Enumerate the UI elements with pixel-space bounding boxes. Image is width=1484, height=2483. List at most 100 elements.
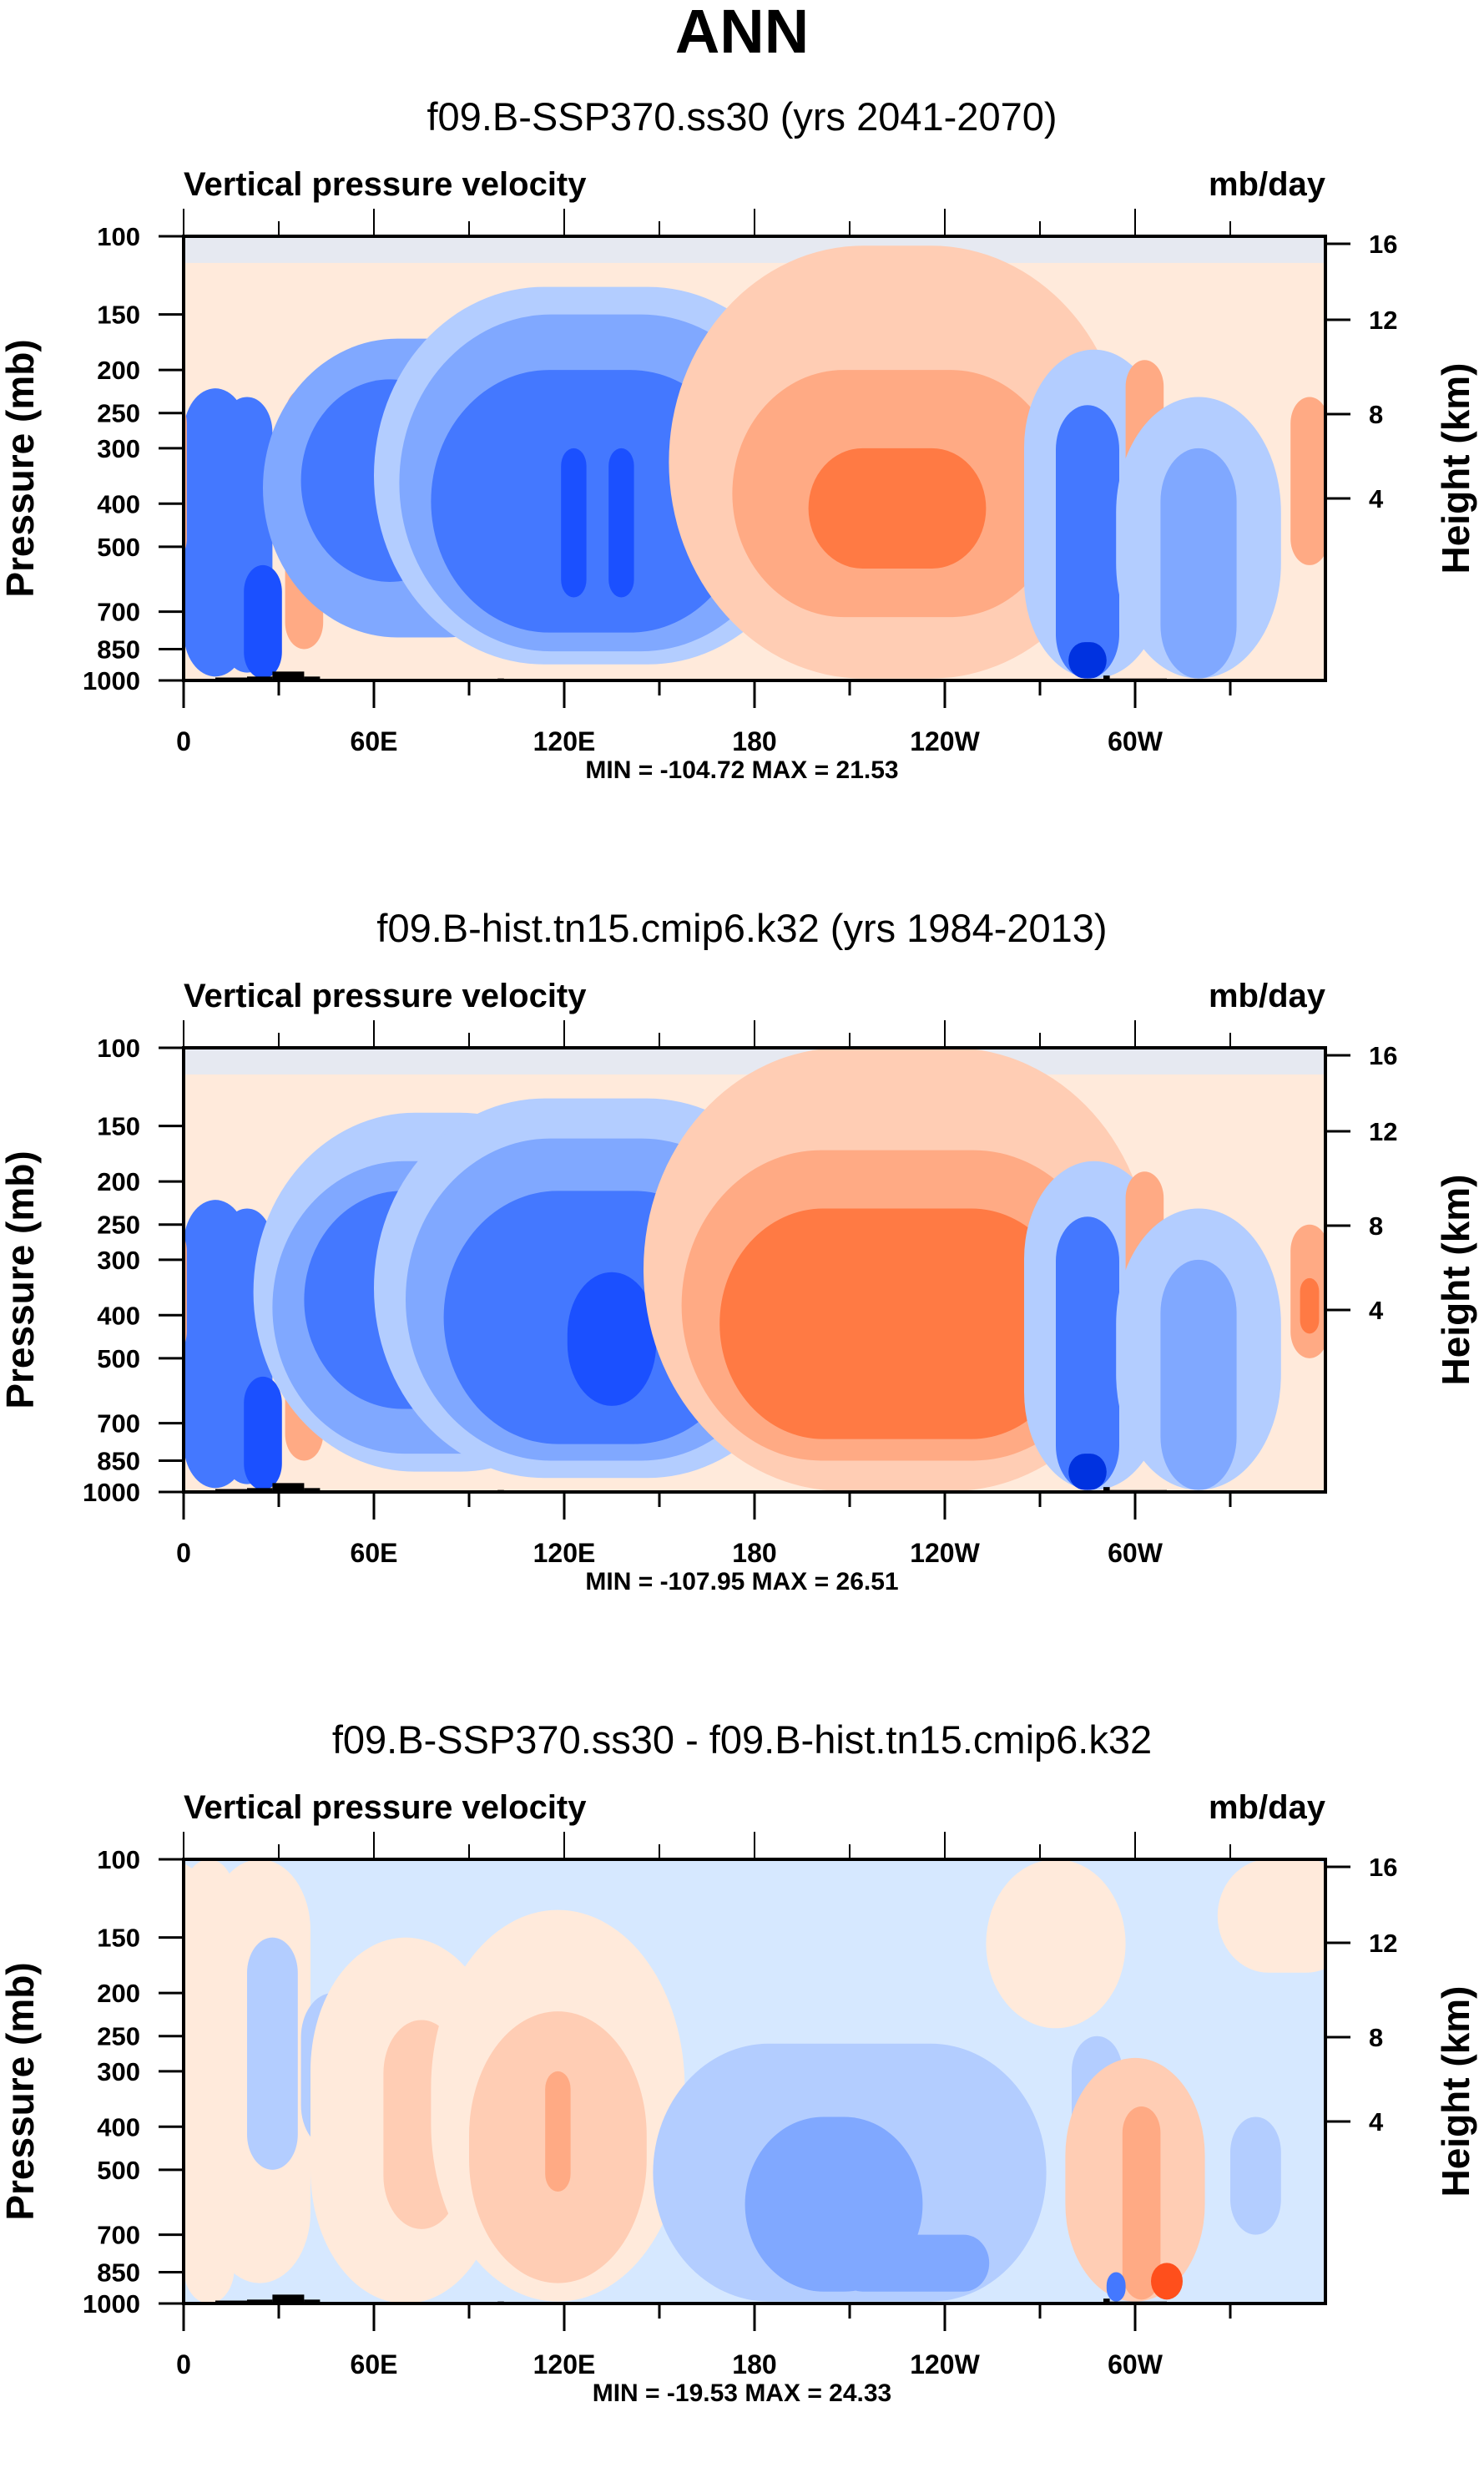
y-tick-label: 500 (97, 533, 140, 562)
y-tick-label: 300 (97, 434, 140, 463)
y-tick-label: 250 (97, 399, 140, 428)
chart-panel-2: f09.B-hist.tn15.cmip6.k32 (yrs 1984-2013… (0, 812, 1484, 1623)
contour-region (808, 448, 987, 569)
y-tick-label: 200 (97, 1979, 140, 2008)
contour-region (1217, 1859, 1325, 1973)
contour-region (1160, 1259, 1237, 1490)
x-tick-label: 180 (732, 2349, 776, 2379)
topography-mask (272, 2294, 305, 2303)
contour-region (1068, 642, 1107, 679)
y-tick-label: 100 (97, 222, 140, 251)
min-max-stats: MIN = -107.95 MAX = 26.51 (585, 1568, 899, 1595)
min-max-stats: MIN = -104.72 MAX = 21.53 (585, 756, 899, 784)
y-tick-label: 850 (97, 635, 140, 664)
y-tick-label: 1000 (83, 2289, 140, 2319)
x-tick-label: 120E (533, 2349, 596, 2379)
height-tick-label: 4 (1369, 484, 1384, 513)
y-tick-label: 400 (97, 1301, 140, 1330)
topography-mask (304, 1488, 321, 1492)
y-tick-label: 500 (97, 1344, 140, 1373)
topography-mask (247, 1488, 273, 1492)
contour-region (608, 448, 634, 598)
contour-plot: 0 60E 120E 180 120W 60W 100 150 200 250 300 400 500 7… (0, 1020, 1477, 1568)
contour-region (1230, 2116, 1281, 2235)
chart-panel-3: f09.B-SSP370.ss30 - f09.B-hist.tn15.cmip… (0, 1623, 1484, 2435)
contour-region (1160, 448, 1237, 679)
contour-region (1106, 2272, 1126, 2302)
field-top-band (184, 1859, 1325, 1886)
contour-region (247, 1937, 298, 2170)
x-tick-label: 0 (176, 2349, 191, 2379)
topography-mask (1103, 1487, 1110, 1492)
x-tick-label: 120W (910, 1538, 980, 1568)
panel-title: f09.B-hist.tn15.cmip6.k32 (yrs 1984-2013… (376, 906, 1108, 950)
y-tick-label: 700 (97, 1409, 140, 1439)
y-tick-label: 100 (97, 1845, 140, 1874)
height-tick-label: 16 (1369, 1853, 1397, 1882)
x-tick-label: 0 (176, 726, 191, 756)
unit-label: mb/day (1208, 978, 1325, 1014)
x-tick-label: 180 (732, 1538, 776, 1568)
right-axis-title: Height (km) (1434, 1175, 1477, 1386)
contour-plot: 0 60E 120E 180 120W 60W 100 150 200 250 300 400 500 7… (0, 209, 1477, 756)
contour-region (1290, 397, 1325, 565)
y-tick-label: 700 (97, 2221, 140, 2250)
x-tick-label: 60W (1108, 2349, 1163, 2379)
height-tick-label: 12 (1369, 306, 1397, 335)
y-tick-label: 700 (97, 598, 140, 627)
contour-region (561, 448, 587, 598)
y-tick-label: 400 (97, 2112, 140, 2142)
panel-title: f09.B-SSP370.ss30 (yrs 2041-2070) (427, 94, 1057, 139)
contour-region (1300, 1277, 1320, 1334)
contour-fill-group (184, 1048, 1325, 1492)
height-tick-label: 4 (1369, 2107, 1384, 2137)
contour-region (1122, 2106, 1161, 2300)
y-tick-label: 100 (97, 1034, 140, 1063)
variable-label: Vertical pressure velocity (184, 978, 587, 1014)
y-tick-label: 300 (97, 1246, 140, 1275)
topography-mask (1103, 2298, 1110, 2303)
topography-mask (272, 1483, 305, 1492)
right-axis-title: Height (km) (1434, 1986, 1477, 2197)
contour-plot: 0 60E 120E 180 120W 60W 100 150 200 250 300 400 500 7… (0, 1832, 1477, 2379)
contour-region (836, 2234, 990, 2292)
topography-mask (247, 676, 273, 680)
y-tick-label: 400 (97, 489, 140, 518)
y-axis-title: Pressure (mb) (0, 1962, 42, 2220)
variable-label: Vertical pressure velocity (184, 1789, 587, 1826)
x-tick-label: 60W (1108, 1538, 1163, 1568)
x-tick-label: 180 (732, 726, 776, 756)
height-tick-label: 8 (1369, 2023, 1383, 2052)
y-tick-label: 850 (97, 2258, 140, 2287)
field-top-band (184, 1048, 1325, 1075)
x-tick-label: 120W (910, 726, 980, 756)
x-tick-label: 60E (351, 2349, 398, 2379)
field-top-band (184, 236, 1325, 263)
contour-fill-group (184, 1859, 1325, 2303)
contour-region (567, 1272, 657, 1406)
contour-region (545, 2071, 571, 2192)
y-tick-label: 1000 (83, 666, 140, 695)
x-tick-label: 120W (910, 2349, 980, 2379)
contour-region (1056, 1216, 1119, 1490)
contour-region (244, 564, 282, 679)
topography-mask (247, 2299, 273, 2303)
x-tick-label: 60E (351, 726, 398, 756)
y-tick-label: 150 (97, 301, 140, 330)
height-tick-label: 12 (1369, 1929, 1397, 1958)
y-tick-label: 150 (97, 1924, 140, 1953)
contour-region (431, 370, 749, 633)
y-axis-title: Pressure (mb) (0, 1150, 42, 1408)
y-tick-label: 250 (97, 1211, 140, 1240)
y-tick-label: 500 (97, 2156, 140, 2185)
contour-fill-group (184, 236, 1325, 680)
y-tick-label: 300 (97, 2057, 140, 2086)
contour-region (244, 1376, 282, 1490)
contour-region (184, 1236, 187, 1347)
y-tick-label: 200 (97, 356, 140, 385)
contour-region (1068, 1454, 1107, 1490)
panel-title: f09.B-SSP370.ss30 - f09.B-hist.tn15.cmip… (331, 1717, 1153, 1762)
contour-region (1056, 405, 1119, 679)
y-axis-title: Pressure (mb) (0, 339, 42, 597)
contour-region (184, 1864, 215, 1969)
